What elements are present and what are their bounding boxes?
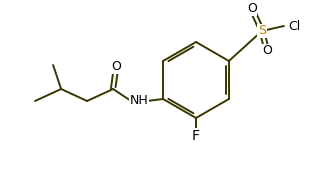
Text: O: O xyxy=(247,3,257,15)
Text: Cl: Cl xyxy=(288,20,300,32)
Text: S: S xyxy=(258,24,266,38)
Text: F: F xyxy=(192,129,200,143)
Text: O: O xyxy=(262,45,272,57)
Text: O: O xyxy=(111,61,121,73)
Text: NH: NH xyxy=(130,95,148,107)
